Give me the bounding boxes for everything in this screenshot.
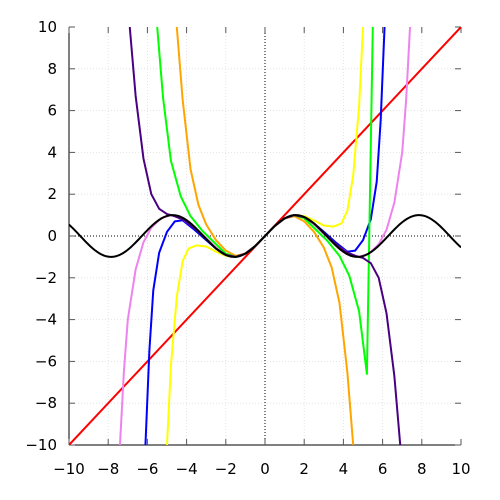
- y-tick-label: −6: [35, 352, 57, 370]
- x-tick-label: 4: [339, 460, 349, 478]
- x-tick-label: 6: [378, 460, 388, 478]
- x-tick-label: 2: [299, 460, 309, 478]
- y-tick-label: 0: [47, 227, 57, 245]
- ticks: [68, 26, 462, 446]
- y-tick-label: −8: [35, 394, 57, 412]
- y-tick-label: 2: [47, 185, 57, 203]
- series: [69, 27, 461, 445]
- y-tick-label: −2: [35, 269, 57, 287]
- x-tick-label: 0: [260, 460, 270, 478]
- x-tick-label: 10: [451, 460, 470, 478]
- tick-labels: −10 −8 −6 −4 −2 0 2 4 6 8 10 −10 −8 −6 −4 −2 0 2 4 6 8 10: [25, 18, 470, 478]
- x-tick-label: −8: [97, 460, 119, 478]
- y-tick-label: −10: [25, 436, 57, 454]
- x-tick-label: −6: [136, 460, 158, 478]
- grid: [69, 27, 461, 445]
- series-line-7: [69, 214, 461, 258]
- y-tick-label: 4: [47, 143, 57, 161]
- x-tick-label: −4: [176, 460, 198, 478]
- y-tick-label: 6: [47, 102, 57, 120]
- x-tick-label: −2: [215, 460, 237, 478]
- x-tick-label: 8: [417, 460, 427, 478]
- y-tick-label: −4: [35, 311, 57, 329]
- y-tick-label: 8: [47, 60, 57, 78]
- y-tick-label: 10: [38, 18, 57, 36]
- x-tick-label: −10: [53, 460, 85, 478]
